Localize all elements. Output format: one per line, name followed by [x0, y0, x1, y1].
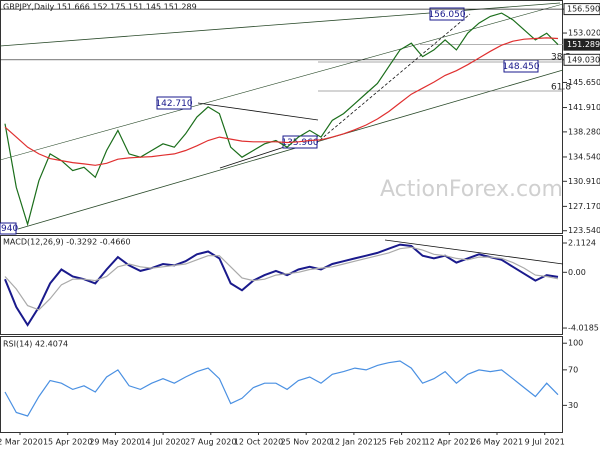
level-label: 156.590 [567, 5, 600, 14]
x-tick-label: 27 Aug 2020 [185, 438, 236, 447]
series-line [4, 360, 559, 417]
y-tick-label: 130.910 [568, 177, 600, 186]
triangle-upper [197, 102, 319, 121]
y-tick-label: 153.020 [568, 29, 600, 38]
y-tick-label: 127.170 [568, 202, 600, 211]
y-tick-label: 134.540 [568, 152, 600, 161]
y-tick-label: -4.0185 [568, 324, 599, 333]
x-tick-label: 12 Oct 2020 [234, 438, 283, 447]
y-tick-label: 145.650 [568, 78, 600, 87]
x-tick-label: 15 Apr 2020 [43, 438, 92, 447]
y-tick-label: 30 [568, 401, 578, 410]
x-tick-label: 12 Apr 2021 [425, 438, 474, 447]
price-frame [0, 0, 563, 234]
x-tick-label: 29 May 2020 [89, 438, 141, 447]
macd-frame [0, 235, 563, 335]
level-label: 151.289 [567, 40, 600, 49]
level-box [563, 38, 600, 51]
macd-trend [384, 239, 564, 265]
watermark: ActionForex.com [380, 177, 563, 202]
y-tick-label: 0.00 [568, 268, 586, 277]
fib-label: 61.8 [551, 83, 571, 93]
y-tick-label: 70 [568, 365, 578, 374]
channel-upper [0, 2, 561, 47]
annotation: 148.450 [502, 62, 539, 72]
annotation: 940 [1, 224, 18, 234]
x-tick-label: 25 Feb 2021 [377, 438, 427, 447]
annotation: 135.960 [281, 138, 318, 148]
x-tick-label: 26 May 2021 [471, 438, 523, 447]
panel-title: GBPJPY,Daily 151.666 152.175 151.145 151… [3, 3, 197, 12]
y-tick-label: 123.540 [568, 226, 600, 235]
x-tick-label: 14 Jul 2020 [140, 438, 185, 447]
annotation-box [429, 7, 465, 21]
x-tick-label: 12 Jan 2021 [330, 438, 378, 447]
channel-lower [17, 69, 564, 230]
panel-title: MACD(12,26,9) -0.3292 -0.4660 [3, 238, 131, 247]
x-tick-label: 2 Mar 2020 [0, 438, 43, 447]
y-tick-label: 141.910 [568, 103, 600, 112]
annotation-box [156, 96, 192, 110]
channel-mid [0, 3, 564, 161]
level-box [563, 3, 600, 16]
y-tick-label: 2.1124 [568, 239, 596, 248]
annotation-box [0, 222, 17, 235]
y-tick-label: 100 [568, 339, 583, 348]
annotation: 142.710 [155, 99, 192, 109]
annotation: 156.050 [428, 10, 465, 20]
series-line [4, 246, 559, 311]
trend-dashed [319, 13, 471, 141]
fib-label: 38.2 [551, 53, 571, 63]
series-line [4, 12, 559, 227]
panel-title: RSI(14) 42.4074 [3, 340, 68, 349]
y-tick-label: 138.280 [568, 127, 600, 136]
x-tick-label: 9 Jul 2021 [525, 438, 565, 447]
level-box [563, 53, 600, 66]
level-label: 149.030 [567, 55, 600, 64]
x-tick-label: 25 Nov 2020 [281, 438, 332, 447]
series-line [4, 37, 559, 166]
rsi-frame [0, 336, 563, 433]
